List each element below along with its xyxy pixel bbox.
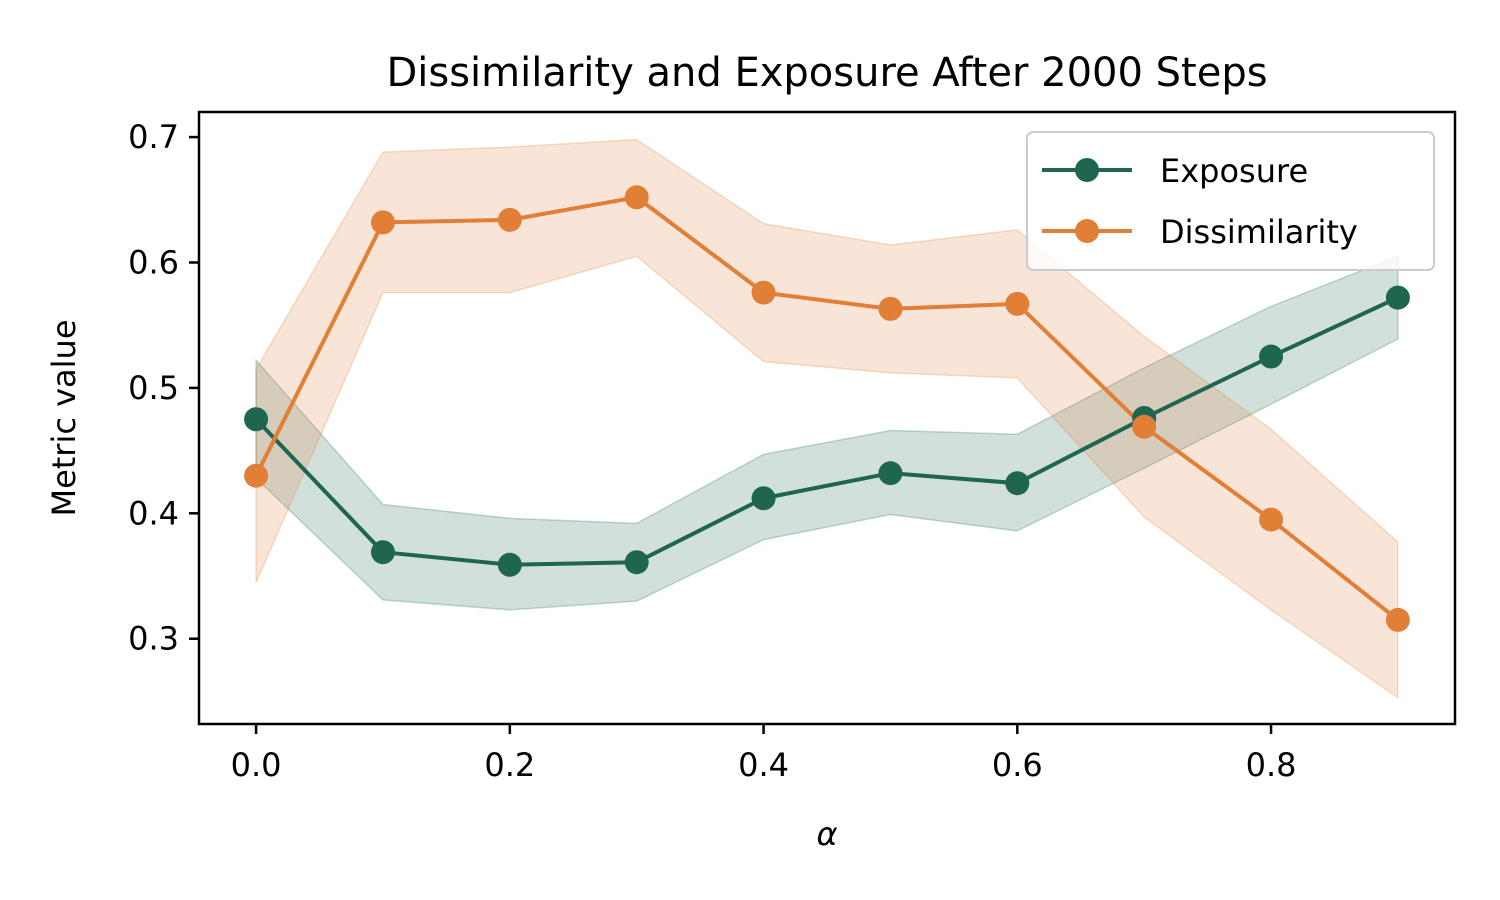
y-tick-label: 0.5	[128, 369, 179, 407]
y-tick-label: 0.3	[128, 620, 179, 658]
plot-area-frame	[197, 110, 1457, 726]
exposure-point	[1005, 471, 1030, 496]
x-axis-label: α	[816, 815, 837, 853]
dissimilarity-line	[254, 195, 1400, 622]
exposure-point	[370, 540, 395, 565]
dissimilarity-point	[1132, 414, 1157, 439]
dissimilarity-point	[751, 280, 776, 305]
dissimilarity-point	[370, 210, 395, 235]
chart-title: Dissimilarity and Exposure After 2000 St…	[386, 50, 1267, 96]
x-tick-label: 0.8	[1246, 746, 1297, 784]
y-tick-label: 0.7	[128, 118, 179, 156]
y-tick-label: 0.4	[128, 494, 179, 532]
exposure-point	[1259, 344, 1284, 369]
x-tick-label: 0.6	[992, 746, 1043, 784]
exposure-point	[624, 550, 649, 575]
dissimilarity-point	[1005, 291, 1030, 316]
legend-box	[1026, 131, 1435, 271]
dissimilarity-point	[497, 207, 522, 232]
legend-dissimilarity-label: Dissimilarity	[1160, 213, 1358, 251]
exposure-line	[254, 295, 1399, 567]
legend: Exposure Dissimilarity	[1026, 131, 1435, 271]
exposure-point	[751, 486, 776, 511]
x-tick-label: 0.0	[231, 746, 282, 784]
dissimilarity-point	[624, 185, 649, 210]
dissimilarity-point	[244, 463, 269, 488]
x-tick-label: 0.2	[484, 746, 535, 784]
dissimilarity-point	[1259, 507, 1284, 532]
dissimilarity-point	[878, 296, 903, 321]
dissimilarity-band	[255, 138, 1399, 700]
exposure-point	[497, 552, 522, 577]
exposure-band	[255, 255, 1399, 611]
dissimilarity-point	[1385, 607, 1410, 632]
x-tick-label: 0.4	[738, 746, 789, 784]
legend-exposure-marker	[1075, 158, 1099, 182]
legend-dissimilarity-marker	[1075, 219, 1099, 243]
exposure-point	[244, 407, 269, 432]
exposure-point	[1385, 285, 1410, 310]
legend-exposure-label: Exposure	[1160, 152, 1308, 190]
y-axis-label: Metric value	[45, 319, 83, 516]
y-tick-label: 0.6	[128, 243, 179, 281]
exposure-point	[878, 461, 903, 486]
